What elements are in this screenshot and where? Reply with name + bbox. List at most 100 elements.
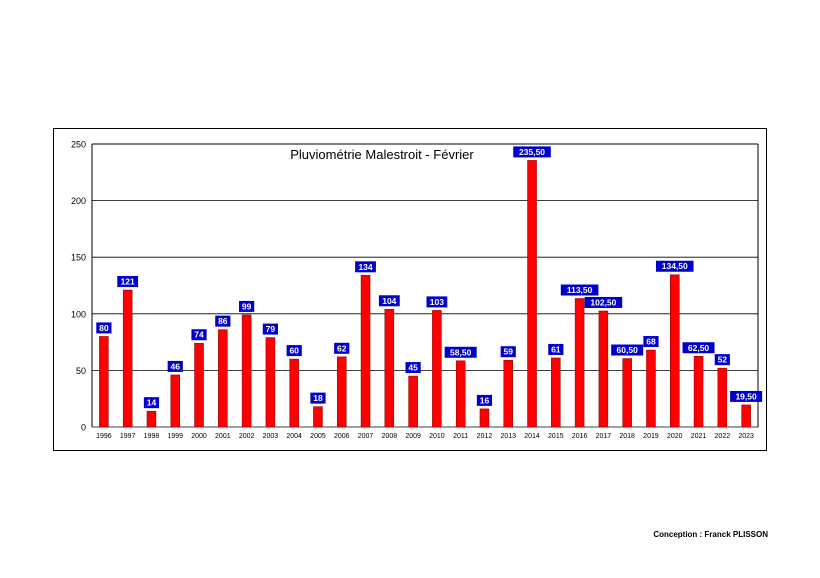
bar bbox=[598, 310, 609, 428]
data-label-box bbox=[96, 322, 112, 334]
data-label-text: 59 bbox=[504, 347, 514, 357]
data-label-box bbox=[548, 343, 564, 355]
data-label: 104 bbox=[378, 295, 400, 307]
x-tick-label: 2008 bbox=[382, 433, 398, 440]
y-tick-label: 150 bbox=[71, 253, 86, 263]
x-tick-label: 2022 bbox=[715, 433, 731, 440]
data-label-text: 74 bbox=[194, 330, 204, 340]
x-tick-label: 2007 bbox=[358, 433, 374, 440]
data-label-box bbox=[682, 342, 715, 354]
y-axis-ticks: 0 50 100 150 200 250 bbox=[71, 140, 86, 433]
x-tick-label: 2001 bbox=[215, 433, 231, 440]
data-label: 46 bbox=[167, 360, 183, 372]
bar bbox=[741, 404, 751, 428]
x-tick-label: 2002 bbox=[239, 433, 255, 440]
x-tick-label: 2021 bbox=[691, 433, 707, 440]
data-label-box bbox=[117, 276, 139, 288]
data-label-text: 121 bbox=[121, 277, 135, 287]
data-label-box bbox=[560, 284, 599, 296]
data-label: 102,50 bbox=[584, 296, 623, 308]
bar bbox=[455, 360, 466, 428]
data-label-text: 45 bbox=[408, 363, 418, 373]
x-tick-label: 2011 bbox=[453, 433, 468, 440]
data-label: 62 bbox=[334, 342, 350, 354]
data-label: 79 bbox=[262, 323, 278, 335]
grid-lines bbox=[91, 143, 759, 428]
data-label: 45 bbox=[405, 362, 421, 374]
bar bbox=[122, 289, 133, 428]
bar bbox=[313, 406, 323, 428]
data-label: 16 bbox=[476, 394, 493, 406]
x-tick-label: 2004 bbox=[286, 433, 302, 440]
x-tick-label: 2014 bbox=[524, 433, 540, 440]
y-tick-label: 200 bbox=[71, 196, 86, 206]
data-label: 121 bbox=[117, 276, 139, 288]
x-tick-label: 2023 bbox=[738, 433, 754, 440]
x-tick-label: 2018 bbox=[619, 433, 635, 440]
bar bbox=[194, 342, 204, 428]
bar bbox=[384, 309, 395, 428]
bar bbox=[289, 358, 299, 428]
bar bbox=[574, 298, 585, 428]
data-label-box bbox=[355, 261, 376, 273]
data-label-box bbox=[167, 360, 183, 372]
bar bbox=[337, 356, 347, 428]
data-label-text: 113,50 bbox=[567, 285, 593, 295]
data-label-box bbox=[239, 300, 255, 312]
data-label-text: 14 bbox=[147, 398, 157, 408]
x-tick-label: 2000 bbox=[191, 433, 207, 440]
data-label: 58,50 bbox=[444, 346, 477, 358]
data-label-box bbox=[444, 346, 477, 358]
data-label-box bbox=[215, 315, 231, 327]
data-label: 14 bbox=[143, 397, 160, 409]
data-label: 80 bbox=[96, 322, 112, 334]
bar bbox=[503, 359, 513, 428]
bar bbox=[527, 160, 537, 428]
data-label-box bbox=[476, 394, 493, 406]
data-label: 60,50 bbox=[611, 344, 644, 356]
x-tick-label: 2016 bbox=[572, 433, 588, 440]
x-tick-label: 2019 bbox=[643, 433, 659, 440]
bars bbox=[99, 160, 751, 428]
data-label: 18 bbox=[310, 392, 326, 404]
y-tick-label: 100 bbox=[71, 309, 86, 319]
data-label-box bbox=[513, 146, 551, 158]
x-tick-label: 2006 bbox=[334, 433, 350, 440]
data-label: 113,50 bbox=[560, 284, 599, 296]
data-label-text: 103 bbox=[430, 297, 444, 307]
x-tick-label: 2009 bbox=[405, 433, 421, 440]
data-label-text: 46 bbox=[171, 361, 181, 371]
data-label-box bbox=[730, 390, 763, 402]
data-labels: 80 121 14 46 74 86 99 79 60 18 62 134 104 45 103 58,50 1… bbox=[96, 146, 763, 409]
y-tick-label: 50 bbox=[76, 366, 86, 376]
data-label-text: 102,50 bbox=[590, 297, 616, 307]
bar bbox=[551, 357, 561, 428]
bar bbox=[170, 374, 180, 428]
x-tick-label: 1996 bbox=[96, 433, 112, 440]
data-label-text: 86 bbox=[218, 316, 228, 326]
bar bbox=[408, 375, 418, 428]
x-tick-label: 2005 bbox=[310, 433, 326, 440]
bar bbox=[646, 349, 656, 428]
data-label-box bbox=[262, 323, 278, 335]
data-label-text: 52 bbox=[718, 355, 728, 365]
x-tick-label: 2013 bbox=[500, 433, 516, 440]
x-tick-label: 1999 bbox=[167, 433, 183, 440]
bar bbox=[265, 337, 276, 428]
data-label-box bbox=[191, 329, 207, 341]
data-label-text: 19,50 bbox=[735, 391, 757, 401]
data-label-text: 60 bbox=[289, 346, 299, 356]
x-tick-label: 1997 bbox=[120, 433, 136, 440]
data-label-text: 62 bbox=[337, 343, 347, 353]
data-label-box bbox=[310, 392, 326, 404]
bar bbox=[432, 310, 442, 428]
x-tick-label: 2017 bbox=[596, 433, 612, 440]
bar bbox=[218, 329, 228, 428]
data-label: 103 bbox=[426, 296, 448, 308]
bar bbox=[622, 358, 632, 428]
bar bbox=[479, 408, 490, 428]
bar bbox=[241, 314, 252, 428]
data-label-box bbox=[500, 346, 516, 358]
x-tick-label: 2003 bbox=[263, 433, 279, 440]
bar bbox=[360, 275, 371, 428]
